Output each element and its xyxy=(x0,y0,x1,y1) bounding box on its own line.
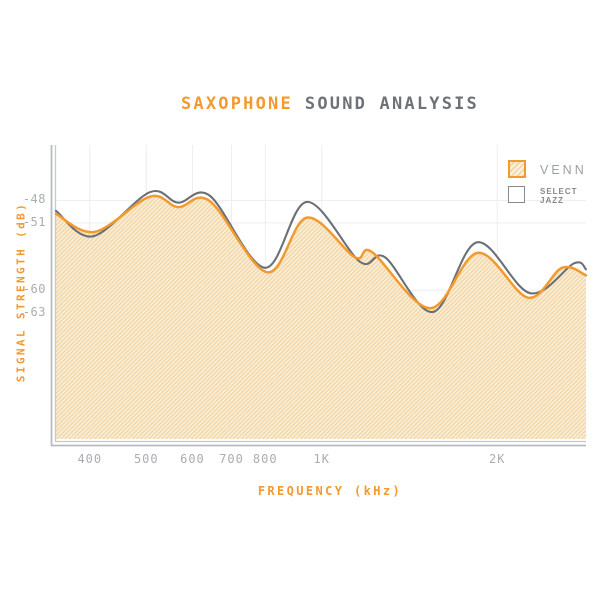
x-tick-2K: 2K xyxy=(488,452,506,466)
x-axis-title: FREQUENCY (kHz) xyxy=(257,484,403,498)
x-tick-400: 400 xyxy=(77,452,103,466)
venn-area-fill xyxy=(56,195,586,439)
y-tick--63: -63 xyxy=(22,304,46,319)
legend-item-venn: VENN xyxy=(508,160,587,178)
y-tick--60: -60 xyxy=(22,282,46,297)
venn-curve xyxy=(54,194,588,310)
axis-lines xyxy=(50,145,586,447)
y-tick--51: -51 xyxy=(22,214,46,229)
select-jazz-curve xyxy=(54,189,588,314)
chart-title-rest: SOUND ANALYSIS xyxy=(304,94,479,114)
x-tick-500: 500 xyxy=(133,452,159,466)
x-tick-600: 600 xyxy=(180,452,205,466)
select-jazz-swatch-icon xyxy=(508,186,525,203)
chart-title: SAXOPHONE SOUND ANALYSIS xyxy=(60,94,600,114)
legend: VENN SELECT JAZZ xyxy=(508,160,587,213)
y-tick--48: -48 xyxy=(22,192,46,207)
legend-label-select-jazz: SELECT JAZZ xyxy=(540,187,578,205)
legend-label-venn: VENN xyxy=(540,163,587,177)
chart-title-accent: SAXOPHONE xyxy=(180,94,293,114)
x-tick-800: 800 xyxy=(252,452,278,466)
venn-swatch-icon xyxy=(508,160,526,178)
x-axis-ticks: 400 500 600 700 800 1K 2K xyxy=(0,452,600,468)
x-tick-700: 700 xyxy=(219,452,244,466)
legend-item-select-jazz: SELECT JAZZ xyxy=(508,186,587,205)
x-tick-1K: 1K xyxy=(313,452,330,466)
